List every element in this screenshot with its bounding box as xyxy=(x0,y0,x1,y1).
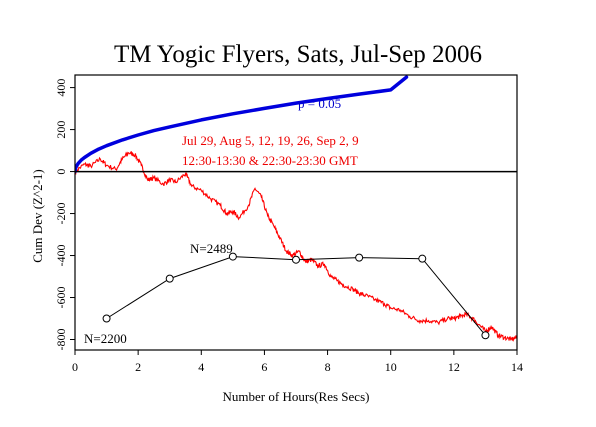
network-size-point xyxy=(292,255,300,264)
series-layer xyxy=(75,75,517,342)
y-tick-label: -200 xyxy=(54,203,68,225)
x-tick-label: 8 xyxy=(325,360,331,374)
y-tick-label: 400 xyxy=(54,79,68,97)
y-tick-label: -400 xyxy=(54,245,68,267)
y-tick-label: 200 xyxy=(54,121,68,139)
y-axis-title: Cum Dev (Z^2-1) xyxy=(30,169,45,262)
network-size-point xyxy=(481,331,490,340)
times-annotation: 12:30-13:30 & 22:30-23:30 GMT xyxy=(182,153,358,168)
x-tick-label: 0 xyxy=(72,360,78,374)
network-size-point xyxy=(165,274,174,283)
chart-title: TM Yogic Flyers, Sats, Jul-Sep 2006 xyxy=(114,41,482,68)
plot-frame xyxy=(74,74,518,351)
x-tick-label: 10 xyxy=(385,360,397,374)
network-size-point xyxy=(102,314,111,323)
x-axis-ticks: 0 2 4 6 8 10 12 14 xyxy=(72,350,523,374)
probability-label: p = 0.05 xyxy=(298,96,341,111)
y-tick-label: 0 xyxy=(54,169,68,175)
x-tick-label: 14 xyxy=(511,360,523,374)
y-axis-ticks: -800 -600 -400 -200 0 200 400 xyxy=(54,79,75,351)
y-tick-label: -800 xyxy=(54,329,68,351)
x-tick-label: 4 xyxy=(198,360,204,374)
cumdev-line xyxy=(75,151,517,342)
x-axis-title: Number of Hours(Res Secs) xyxy=(223,389,370,404)
n-max-label: N=2489 xyxy=(190,241,233,256)
x-tick-label: 6 xyxy=(261,360,267,374)
probability-line xyxy=(75,75,409,174)
n-min-label: N=2200 xyxy=(84,331,127,346)
dates-annotation: Jul 29, Aug 5, 12, 19, 26, Sep 2, 9 xyxy=(182,133,359,148)
y-tick-label: -600 xyxy=(54,287,68,309)
network-size-point xyxy=(228,252,237,261)
network-size-point xyxy=(418,254,427,263)
x-tick-label: 12 xyxy=(448,360,460,374)
network-size-point xyxy=(355,253,364,262)
x-tick-label: 2 xyxy=(135,360,141,374)
